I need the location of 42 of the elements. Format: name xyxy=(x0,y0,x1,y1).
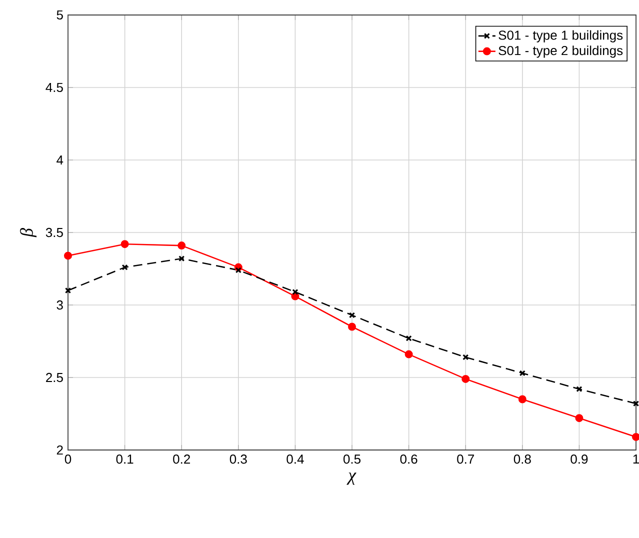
point xyxy=(235,267,242,274)
point xyxy=(632,432,639,441)
point xyxy=(576,386,582,392)
y-tick-label: 3 xyxy=(56,300,63,310)
point xyxy=(122,264,128,270)
point xyxy=(404,350,413,358)
x-tick-label: 0.3 xyxy=(230,454,247,464)
x-tick-label: 0.6 xyxy=(400,454,418,464)
y-tick-label: 2 xyxy=(56,445,63,455)
x-tick-label: 0.9 xyxy=(570,454,588,464)
y-tick-label: 4 xyxy=(56,156,64,164)
point xyxy=(64,252,72,260)
point xyxy=(348,312,356,318)
x-axis-title: χ xyxy=(346,472,356,485)
point xyxy=(64,287,72,294)
point xyxy=(406,335,412,342)
point xyxy=(462,354,469,360)
y-tick-label: 4.5 xyxy=(46,82,63,92)
x-tick-label: 0.4 xyxy=(286,454,304,464)
x-tick-label: 1 xyxy=(633,454,639,464)
legend-label: S01 - type 2 buildings xyxy=(498,46,623,58)
y-tick-label: 5 xyxy=(56,10,63,20)
point xyxy=(178,256,185,262)
x-tick-label: 0.1 xyxy=(116,454,134,464)
point xyxy=(518,395,526,404)
point xyxy=(292,288,298,296)
point xyxy=(462,374,470,383)
point xyxy=(632,400,639,407)
x-tick-label: 0.7 xyxy=(457,454,474,464)
point xyxy=(519,370,526,376)
y-tick-label: 2.5 xyxy=(46,372,63,382)
point xyxy=(348,322,356,331)
point xyxy=(575,414,584,422)
y-tick-label: 3.5 xyxy=(46,228,63,238)
legend-label: S01 - type 1 buildings xyxy=(498,30,623,42)
x-tick-label: 0.2 xyxy=(173,454,190,464)
y-axis-title: β xyxy=(20,228,37,238)
x-tick-label: 0 xyxy=(64,454,72,464)
x-tick-label: 0.8 xyxy=(514,454,531,464)
x-tick-label: 0.5 xyxy=(343,454,360,464)
point xyxy=(120,240,129,248)
point xyxy=(178,242,186,250)
